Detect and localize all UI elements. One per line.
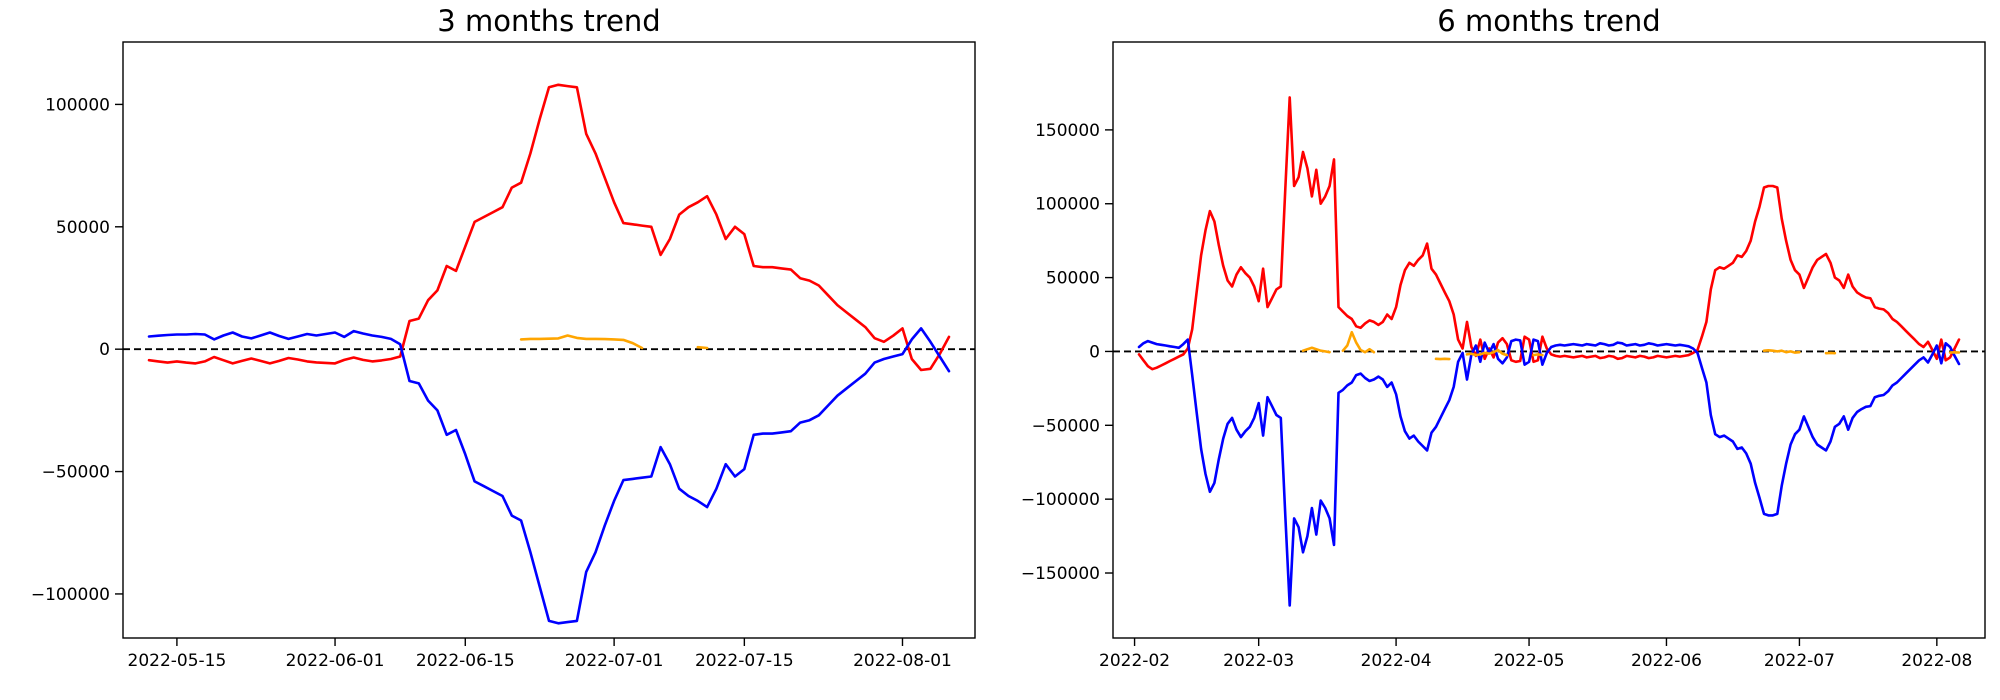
y-tick-label: 100000 xyxy=(45,95,110,115)
orange-series-line xyxy=(1301,346,1331,354)
x-tick-label: 2022-06-15 xyxy=(416,651,515,671)
chart-6-months-trend: 6 months trend 2022-02 2022-03 2022-04 2022… xyxy=(1000,0,2000,700)
chart-title: 6 months trend xyxy=(1437,4,1661,38)
orange-series-line xyxy=(1341,330,1376,354)
y-tick-label: 0 xyxy=(1089,342,1100,362)
orange-series-line xyxy=(1532,353,1544,357)
y-tick-label: −50000 xyxy=(42,463,110,483)
x-tick-label: 2022-08-01 xyxy=(853,651,952,671)
x-tick-label: 2022-02 xyxy=(1099,651,1170,671)
chart-canvas-3-months: 2022-05-15 2022-06-01 2022-06-15 2022-07-01… xyxy=(31,41,976,671)
orange-series-line xyxy=(696,345,709,350)
blue-series-line xyxy=(147,327,951,625)
y-tick-label: −50000 xyxy=(1032,416,1100,436)
red-series-line xyxy=(147,83,951,372)
y-tick-label: −100000 xyxy=(31,585,110,605)
x-tick-label: 2022-07-01 xyxy=(565,651,664,671)
plot-border xyxy=(122,41,976,639)
y-tick-label: 50000 xyxy=(56,218,110,238)
chart-title: 3 months trend xyxy=(437,4,661,38)
x-tick-label: 2022-06 xyxy=(1631,651,1702,671)
y-tick-label: −150000 xyxy=(1021,564,1100,584)
blue-series-line xyxy=(1137,338,1961,607)
x-tick-label: 2022-07 xyxy=(1764,651,1835,671)
x-tick-label: 2022-05-15 xyxy=(128,651,227,671)
y-tick-label: 0 xyxy=(99,340,110,360)
y-tick-label: 50000 xyxy=(1046,269,1100,289)
y-tick-label: −100000 xyxy=(1021,490,1100,510)
red-series-line xyxy=(1137,96,1961,371)
x-tick-label: 2022-03 xyxy=(1223,651,1294,671)
chart-canvas-6-months: 2022-02 2022-03 2022-04 2022-05 2022-06 2022-… xyxy=(1021,41,1986,671)
orange-series-line xyxy=(519,334,644,350)
orange-series-line xyxy=(1762,348,1801,354)
x-tick-label: 2022-04 xyxy=(1361,651,1432,671)
plot-border xyxy=(1112,41,1986,639)
chart-3-months-trend: 3 months trend 2022-05-15 2022-06-01 2022-… xyxy=(31,4,976,671)
x-tick-label: 2022-06-01 xyxy=(286,651,385,671)
orange-series-line xyxy=(1465,348,1509,357)
y-tick-label: 150000 xyxy=(1035,121,1100,141)
x-tick-label: 2022-07-15 xyxy=(695,651,794,671)
x-tick-label: 2022-08 xyxy=(1901,651,1972,671)
x-tick-label: 2022-05 xyxy=(1494,651,1565,671)
y-tick-label: 100000 xyxy=(1035,195,1100,215)
